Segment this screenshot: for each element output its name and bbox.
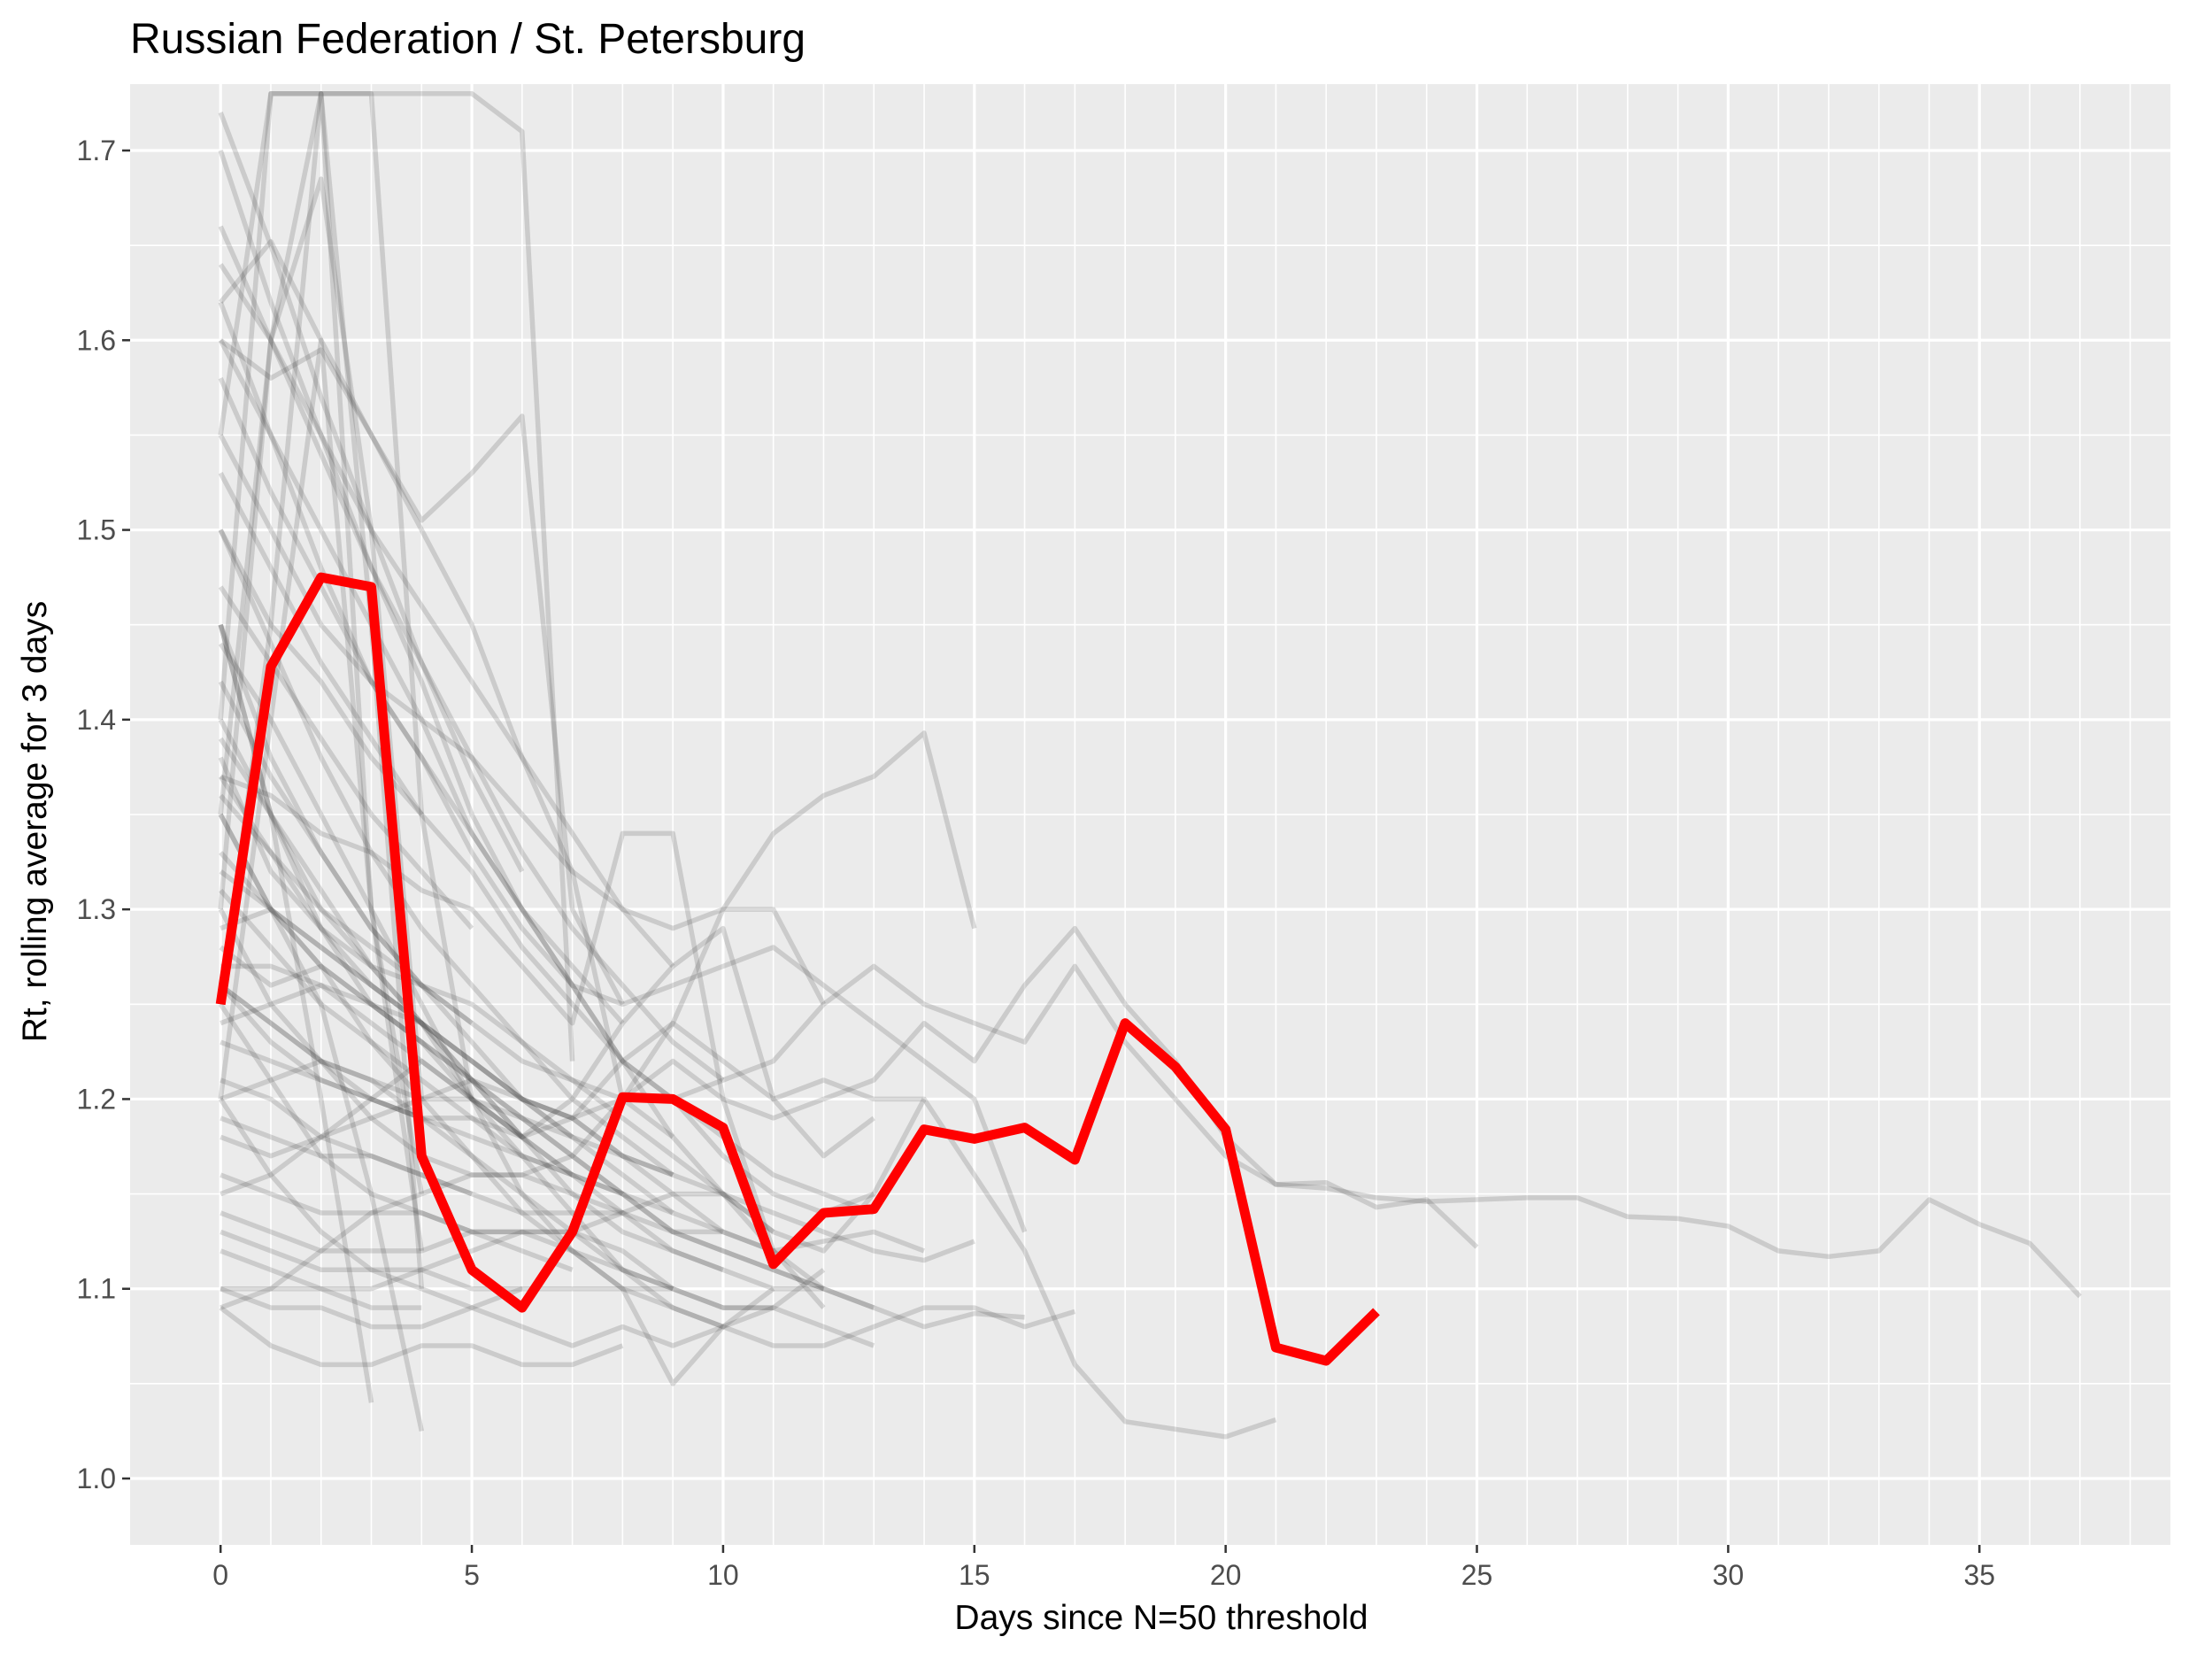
- background-series-line: [219, 851, 826, 1330]
- background-series-line: [220, 1172, 724, 1310]
- background-series-line: [218, 775, 775, 1234]
- y-tick-label: 1.7: [77, 135, 116, 166]
- background-series-line: [218, 301, 1028, 1233]
- background-series-lines: [218, 90, 2082, 1440]
- background-series-line: [219, 888, 574, 1177]
- background-series-line: [218, 376, 625, 1025]
- y-tick-label: 1.5: [77, 514, 116, 546]
- background-series-line: [220, 1077, 925, 1254]
- y-axis-title: Rt, rolling average for 3 days: [16, 601, 54, 1043]
- major-gridlines: [130, 84, 2170, 1545]
- background-series-line: [219, 239, 674, 1139]
- y-tick-label: 1.4: [77, 704, 116, 736]
- background-series-line: [218, 1097, 1076, 1348]
- y-axis: 1.0 1.1 1.2 1.3 1.4 1.5 1.6 1.7: [77, 135, 130, 1494]
- background-series-line: [220, 1039, 724, 1234]
- background-series-line: [219, 1305, 624, 1368]
- x-tick-label: 5: [464, 1559, 480, 1591]
- plot-panel: [130, 84, 2170, 1545]
- background-series-line: [218, 434, 977, 931]
- background-series-line: [219, 793, 474, 1025]
- highlight-series-path: [215, 572, 1380, 1366]
- background-series-line: [218, 813, 424, 1432]
- x-tick-label: 30: [1713, 1559, 1745, 1591]
- minor-gridlines: [130, 84, 2170, 1545]
- background-series-line: [219, 338, 625, 1006]
- background-series-line: [220, 983, 625, 1196]
- x-tick-label: 35: [1963, 1559, 1995, 1591]
- background-series-line: [218, 112, 525, 873]
- background-series-line: [219, 983, 674, 1177]
- background-series-line: [218, 756, 2082, 1299]
- y-tick-label: 1.0: [77, 1463, 116, 1494]
- x-axis-title: Days since N=50 threshold: [954, 1599, 1368, 1637]
- background-series-line: [220, 1229, 522, 1292]
- background-series-line: [220, 963, 524, 1139]
- x-tick-label: 0: [212, 1559, 228, 1591]
- background-series-line: [218, 90, 575, 1062]
- background-series-line: [218, 585, 474, 930]
- background-series-line: [218, 680, 574, 1139]
- background-series-line: [218, 225, 725, 1083]
- background-series-line: [218, 623, 1479, 1249]
- highlight-series-line: [215, 572, 1380, 1366]
- background-series-line: [218, 90, 474, 1100]
- background-series-line: [220, 1058, 674, 1292]
- background-series-line: [220, 1210, 674, 1292]
- background-series-line: [218, 642, 724, 1330]
- background-series-line: [220, 1229, 774, 1310]
- background-series-line: [218, 90, 425, 1195]
- y-tick-label: 1.2: [77, 1083, 116, 1115]
- background-series-line: [220, 774, 826, 1309]
- background-series-line: [220, 925, 875, 1197]
- x-tick-label: 20: [1210, 1559, 1242, 1591]
- background-series-line: [218, 813, 975, 1263]
- background-series-line: [219, 945, 824, 1292]
- background-series-line: [219, 907, 826, 1177]
- background-series-line: [220, 1172, 574, 1272]
- x-axis: 0 5 10 15 20 25 30 35: [212, 1545, 1995, 1591]
- x-tick-label: 10: [707, 1559, 739, 1591]
- background-series-line: [218, 718, 1025, 1330]
- background-series-line: [218, 529, 674, 1177]
- background-series-line: [218, 529, 875, 1216]
- background-series-line: [220, 1286, 422, 1310]
- background-series-line: [218, 623, 374, 1403]
- background-series-line: [218, 263, 675, 969]
- x-tick-label: 25: [1461, 1559, 1493, 1591]
- background-series-line: [218, 907, 1277, 1440]
- background-series-line: [218, 737, 625, 1216]
- x-tick-label: 15: [959, 1559, 990, 1591]
- background-series-line: [220, 1286, 875, 1348]
- y-tick-label: 1.6: [77, 324, 116, 356]
- chart-title: Russian Federation / St. Petersburg: [130, 16, 805, 63]
- y-tick-label: 1.1: [77, 1273, 116, 1305]
- background-series-line: [218, 623, 825, 1292]
- background-series-line: [218, 176, 425, 1100]
- background-series-line: [218, 337, 425, 1252]
- y-tick-label: 1.3: [77, 893, 116, 925]
- background-series-line: [218, 150, 875, 1216]
- background-series-line: [220, 1077, 775, 1254]
- background-series-line: [220, 907, 775, 1386]
- background-series-line: [219, 984, 423, 1121]
